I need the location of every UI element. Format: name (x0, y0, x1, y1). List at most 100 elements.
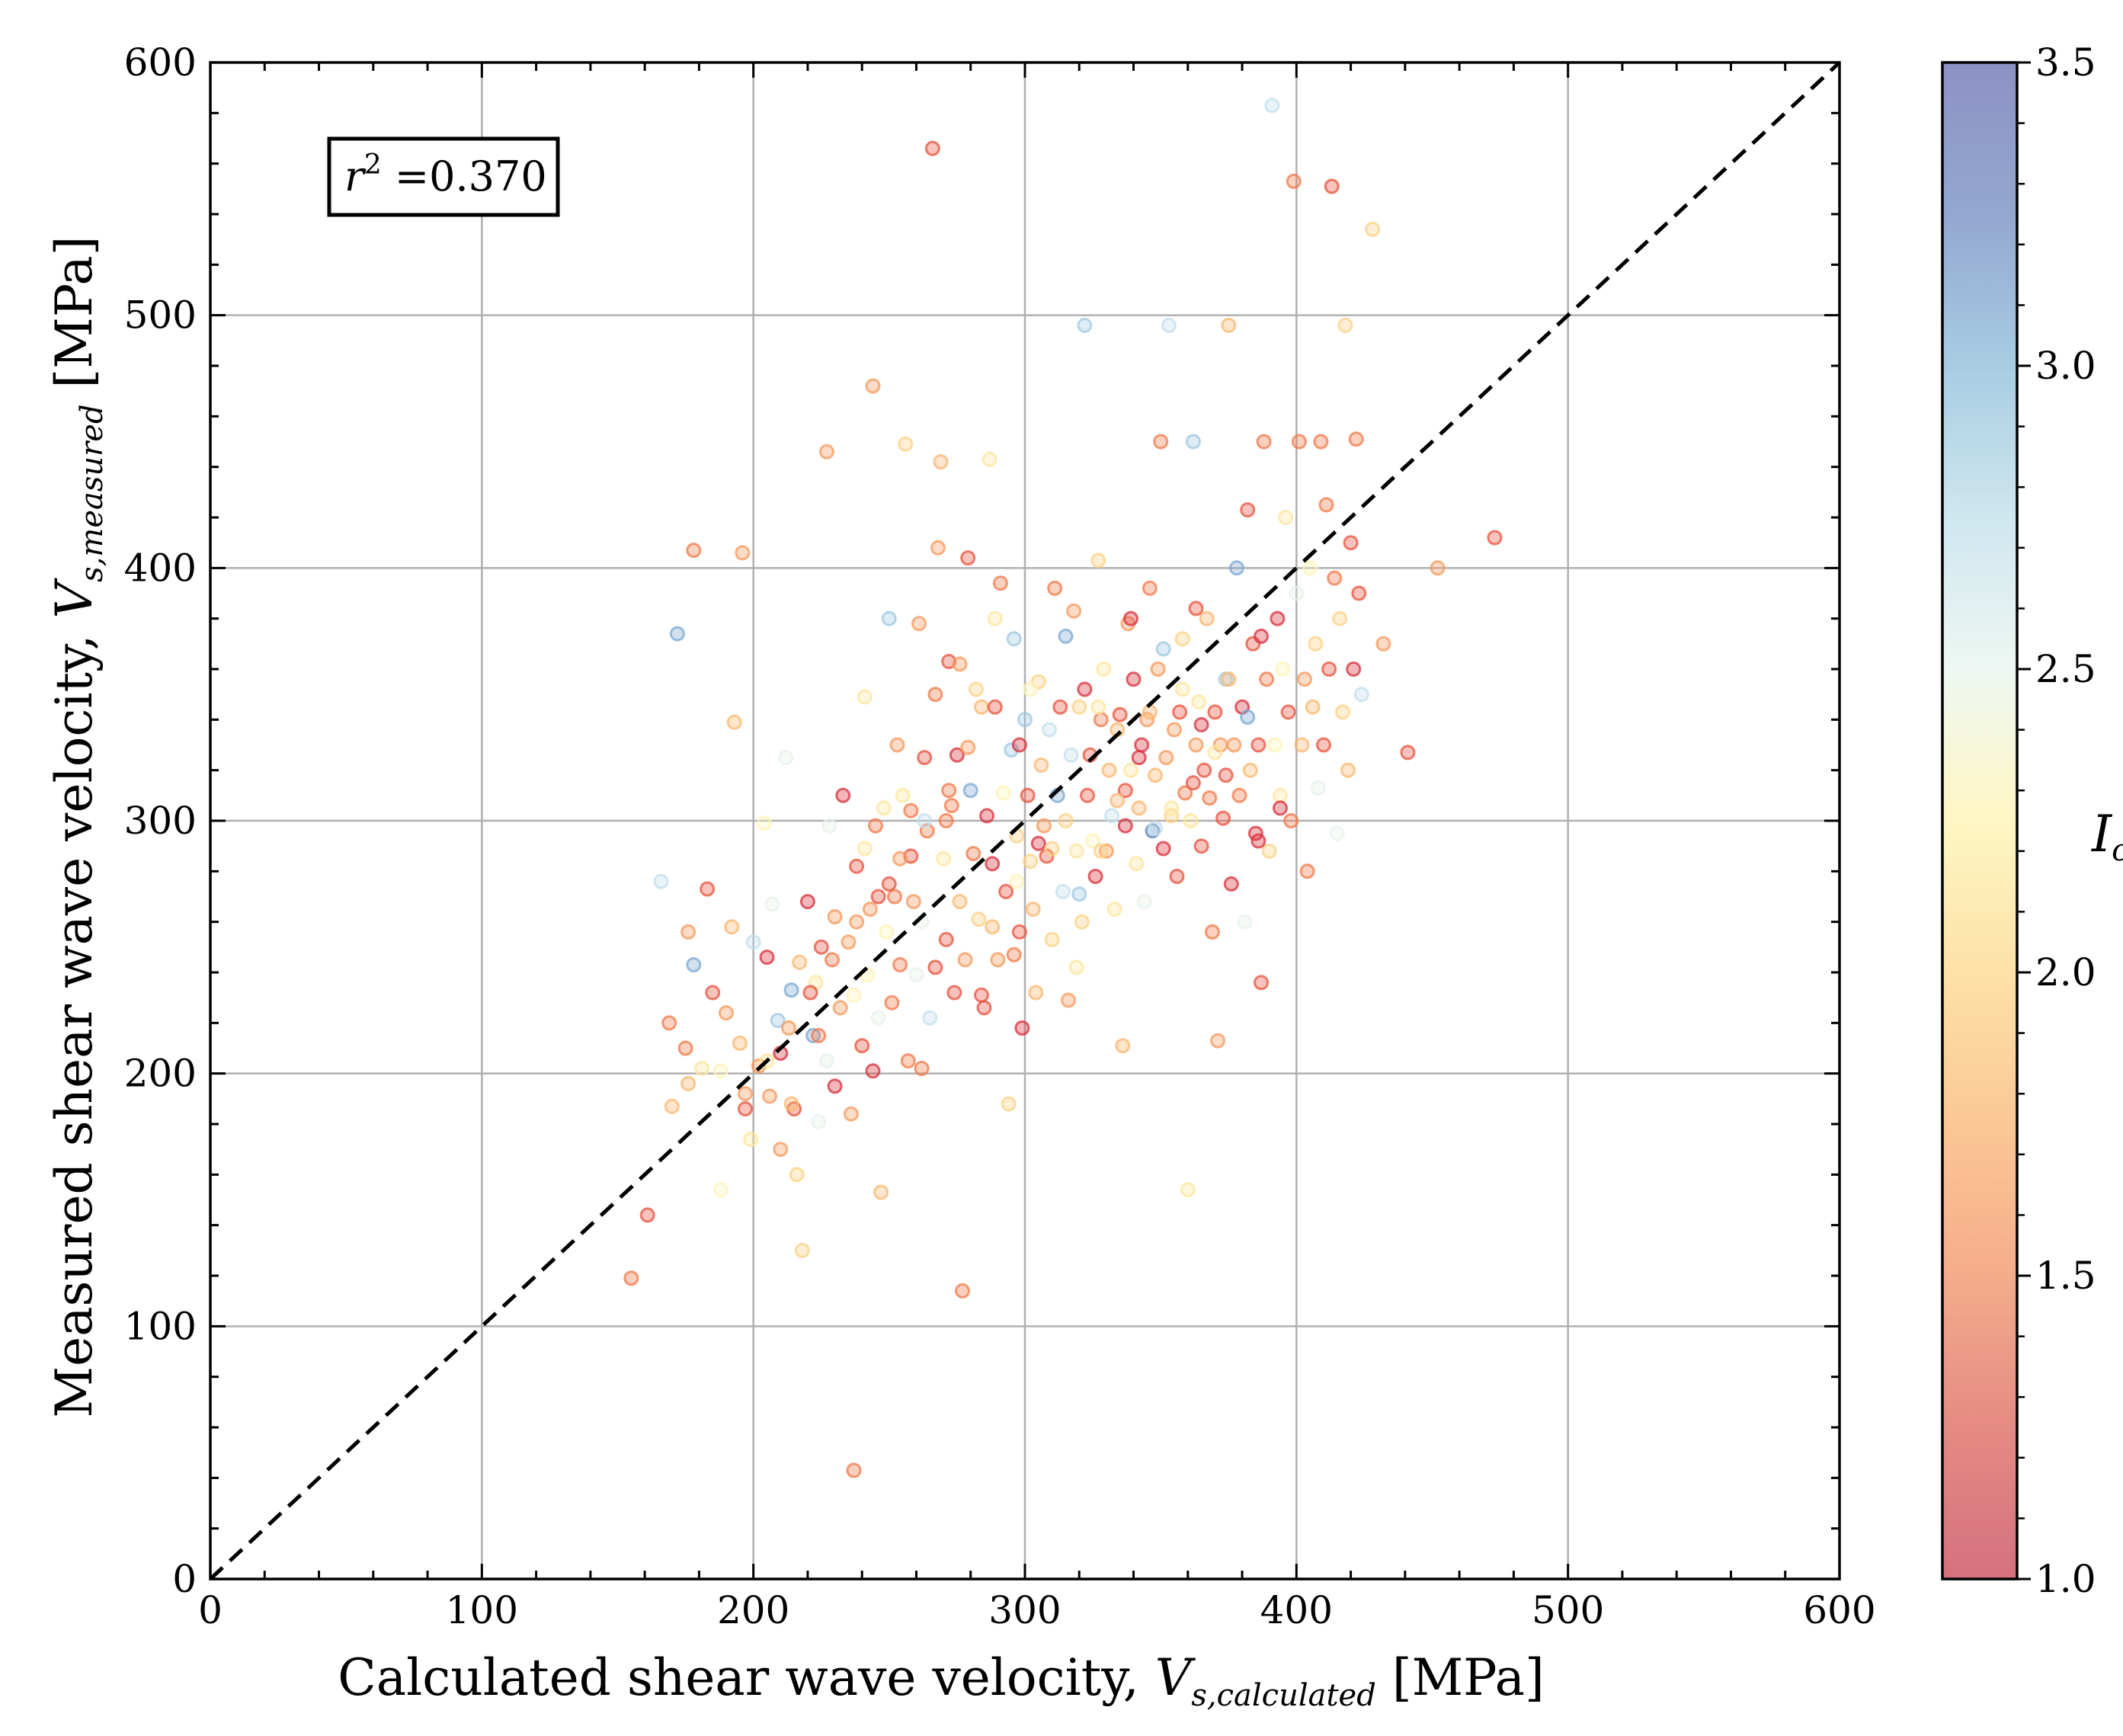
data-point (1273, 800, 1288, 816)
data-point (1261, 843, 1277, 859)
data-point (1343, 535, 1359, 551)
data-point (936, 850, 952, 866)
data-point (1164, 800, 1180, 816)
x-tick-label: 600 (1803, 1588, 1875, 1632)
data-point (976, 1000, 992, 1016)
data-point (1218, 767, 1234, 783)
data-point (835, 787, 851, 803)
data-point (1183, 813, 1199, 828)
data-point (898, 436, 914, 452)
data-point (712, 1182, 728, 1198)
data-point (1106, 902, 1122, 918)
data-point (1228, 560, 1244, 576)
data-point (965, 846, 981, 862)
x-tick-label: 200 (717, 1588, 789, 1632)
data-point (857, 689, 873, 705)
data-point (818, 1053, 834, 1069)
x-axis-title-subscript: s,calculated (1191, 1678, 1375, 1713)
x-axis-title-text: Calculated shear wave velocity, (338, 1648, 1154, 1707)
data-point (1351, 585, 1367, 601)
data-point (1115, 1038, 1131, 1054)
tick-labels: 0 100 200 300 400 500 600 0 100 200 300 400 500 600 (124, 40, 1876, 1632)
data-point (865, 378, 881, 394)
data-point (1074, 914, 1090, 930)
data-point (995, 785, 1011, 801)
data-point (868, 818, 883, 834)
data-point (1014, 1020, 1030, 1036)
data-point (724, 919, 740, 935)
data-point (968, 681, 984, 697)
data-point (917, 750, 933, 766)
data-point (1188, 601, 1204, 617)
colorbar-tick-label: 1.0 (2035, 1557, 2096, 1601)
data-point (1023, 854, 1039, 870)
data-point (686, 543, 702, 559)
data-point (1321, 661, 1337, 677)
data-point (1266, 737, 1282, 753)
data-point (843, 1106, 859, 1122)
data-point (892, 850, 908, 866)
data-point (1193, 838, 1209, 854)
data-point (1042, 722, 1058, 738)
data-point (680, 924, 696, 940)
colorbar-tick-label: 2.5 (2035, 647, 2096, 691)
data-point (876, 800, 892, 816)
data-point (1329, 825, 1345, 841)
data-point (1169, 869, 1185, 884)
data-point (1318, 497, 1334, 513)
data-point (677, 1040, 693, 1056)
data-point (1327, 570, 1343, 586)
colorbar-label-variable: I (2091, 805, 2113, 863)
data-point (1155, 641, 1171, 657)
data-point (664, 1098, 680, 1114)
data-point (1365, 221, 1381, 237)
y-tick-label: 400 (124, 546, 197, 590)
data-point (1142, 704, 1158, 720)
data-point (1210, 1033, 1225, 1049)
data-point (1294, 737, 1310, 753)
data-point (1375, 636, 1391, 652)
data-point (1240, 502, 1256, 518)
data-point (639, 1207, 655, 1223)
x-axis-title-unit: [MPa] (1376, 1648, 1545, 1707)
x-axis-title: Calculated shear wave velocity, Vs,calcu… (338, 1648, 1544, 1713)
data-point (719, 1005, 734, 1021)
data-point (955, 1283, 970, 1299)
data-point (1080, 787, 1095, 803)
data-point (1289, 585, 1305, 601)
data-point (927, 959, 943, 975)
data-point (911, 616, 927, 632)
data-point (1310, 780, 1326, 796)
data-point (1334, 704, 1350, 720)
data-point (981, 451, 997, 467)
data-point (974, 987, 989, 1003)
data-point (1117, 818, 1133, 834)
data-point (773, 1142, 789, 1158)
data-point (1077, 317, 1093, 333)
data-point (900, 1053, 916, 1069)
data-point (1273, 787, 1288, 803)
data-point (1047, 580, 1063, 596)
data-point (1011, 737, 1027, 753)
data-point (738, 1101, 753, 1117)
data-point (1297, 671, 1312, 687)
data-point (884, 995, 900, 1011)
data-point (1110, 793, 1126, 809)
data-point (1134, 737, 1150, 753)
data-point (990, 952, 1006, 968)
data-point (1250, 737, 1266, 753)
data-point (922, 1010, 938, 1026)
colorbar-tick-label: 3.0 (2035, 344, 2096, 388)
data-point (781, 1020, 796, 1036)
data-point (827, 909, 843, 924)
data-point (1058, 628, 1074, 644)
data-point (686, 957, 702, 972)
data-point (735, 545, 751, 561)
data-point (1250, 833, 1266, 849)
data-point (1337, 317, 1353, 333)
data-point (811, 1027, 827, 1043)
data-point (789, 1167, 805, 1183)
data-point (1036, 818, 1052, 834)
data-point (1196, 762, 1212, 778)
data-point (1242, 762, 1258, 778)
